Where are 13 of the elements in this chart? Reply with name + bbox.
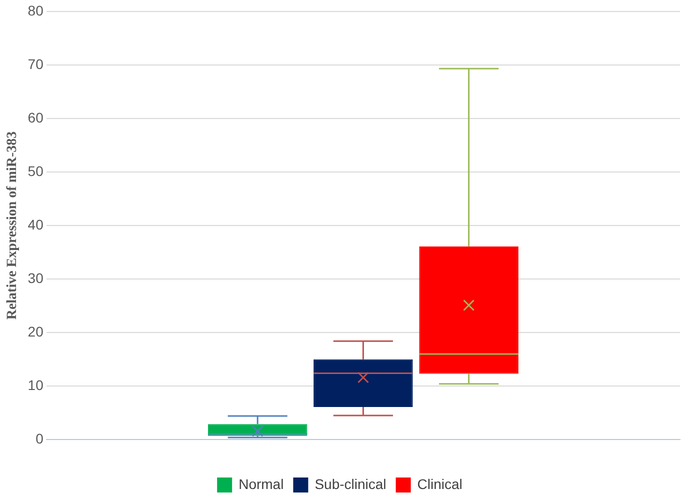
y-tick-label: 40 xyxy=(28,216,44,232)
legend-label: Sub-clinical xyxy=(314,476,386,492)
y-tick-label: 20 xyxy=(28,323,44,340)
y-tick-label: 50 xyxy=(28,162,44,179)
y-tick-label: 60 xyxy=(28,109,44,126)
y-tick-label: 80 xyxy=(28,2,44,18)
y-tick-label: 70 xyxy=(28,56,44,72)
legend-label: Clinical xyxy=(417,476,462,492)
y-tick-label: 0 xyxy=(36,430,44,446)
y-tick-label: 30 xyxy=(28,270,44,286)
y-tick-label: 10 xyxy=(28,376,44,393)
legend-label: Normal xyxy=(238,476,284,492)
y-axis-title: Relative Expression of miR-383 xyxy=(5,131,20,320)
